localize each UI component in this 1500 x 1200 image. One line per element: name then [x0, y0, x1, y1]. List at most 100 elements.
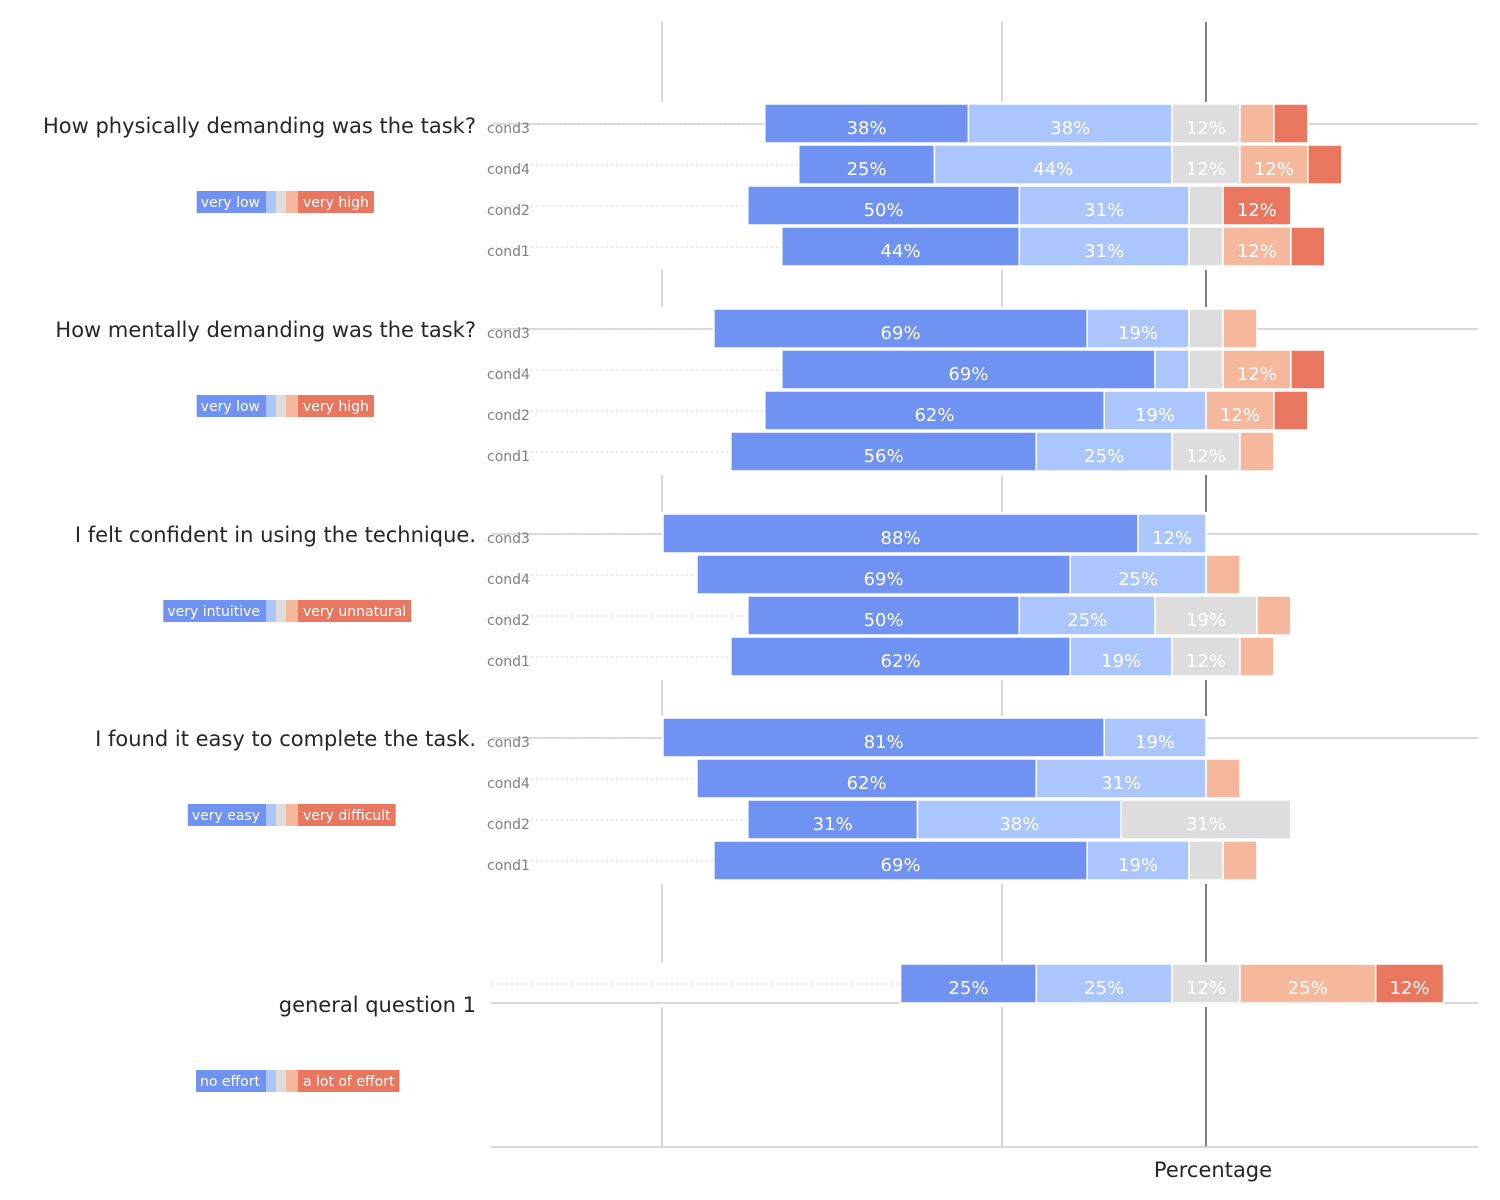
bar-segment [1086, 840, 1190, 881]
segment-label: 25% [1084, 446, 1124, 467]
legend-swatch [266, 600, 276, 622]
legend-swatch [276, 191, 286, 213]
segment-label: 25% [1288, 978, 1328, 999]
bar-segment [1222, 840, 1258, 881]
segment-label: 31% [1186, 814, 1226, 835]
x-axis-label: Percentage [1154, 1158, 1272, 1182]
bar-segment [933, 144, 1173, 185]
legend-high-label: very difficult [303, 808, 391, 824]
row-label: cond1 [487, 244, 530, 260]
segment-label: 69% [948, 364, 988, 385]
segment-label: 62% [881, 651, 921, 672]
bar-segment [1205, 390, 1275, 431]
segment-label: 69% [864, 569, 904, 590]
bar-segment [1239, 144, 1309, 185]
row-label: cond2 [487, 613, 530, 629]
legend-swatch [286, 600, 298, 622]
bar-segment [1239, 103, 1275, 144]
bar-segment [967, 103, 1173, 144]
text-layer: How physically demanding was the task? co… [43, 114, 1430, 1090]
bar-segment [798, 144, 936, 185]
legend-high-label: very high [303, 399, 369, 415]
legend-swatch [276, 1070, 286, 1092]
segment-label: 31% [1101, 773, 1141, 794]
segment-label: 12% [1186, 651, 1226, 672]
bar-segment [1035, 431, 1173, 472]
segment-label: 44% [881, 241, 921, 262]
row-label: cond1 [487, 858, 530, 874]
bar-segment [781, 226, 1021, 267]
segment-label: 38% [1050, 118, 1090, 139]
row-label: cond2 [487, 817, 530, 833]
row-label: cond4 [487, 367, 530, 383]
legend-high-swatch [298, 395, 374, 417]
bar-segment [1205, 554, 1241, 595]
row-label: cond3 [487, 326, 530, 342]
segment-label: 12% [1186, 118, 1226, 139]
legend-swatch [266, 395, 276, 417]
bar-segment [1290, 349, 1326, 390]
bar-segment [899, 963, 1038, 1004]
bar-segment [1035, 758, 1207, 799]
bar-segment [1222, 308, 1258, 349]
bars-layer [163, 103, 1445, 1092]
legend-high-swatch [298, 600, 412, 622]
bar-segment [1137, 513, 1207, 554]
bar-segment [764, 103, 970, 144]
bar-segment [1188, 349, 1224, 390]
bar-segment [1205, 758, 1241, 799]
row-label: cond1 [487, 449, 530, 465]
legend-swatch [276, 600, 286, 622]
bar-segment [662, 717, 1105, 758]
segment-label: 25% [1084, 978, 1124, 999]
segment-label: 56% [864, 446, 904, 467]
legend-low-swatch [163, 600, 266, 622]
bar-segment [747, 595, 1021, 636]
bar-segment [696, 758, 1038, 799]
segment-label: 44% [1033, 159, 1073, 180]
legend-swatch [286, 395, 298, 417]
segment-label: 25% [847, 159, 887, 180]
bar-segment [916, 799, 1122, 840]
bar-segment [1239, 636, 1275, 677]
legend-swatch [276, 804, 286, 826]
bar-segment [1171, 103, 1241, 144]
legend-low-label: very intuitive [167, 604, 260, 620]
bar-segment [1188, 185, 1224, 226]
bar-segment [1171, 636, 1241, 677]
row-label: cond3 [487, 121, 530, 137]
row-label: cond4 [487, 162, 530, 178]
question-title: I found it easy to complete the task. [95, 727, 476, 751]
segment-label: 81% [864, 732, 904, 753]
segment-label: 25% [1118, 569, 1158, 590]
bar-segment [1188, 840, 1224, 881]
bar-segment [764, 390, 1105, 431]
row-label: cond2 [487, 408, 530, 424]
bar-segment [713, 308, 1088, 349]
segment-label: 38% [847, 118, 887, 139]
question-title: How physically demanding was the task? [43, 114, 476, 138]
segment-label: 19% [1186, 610, 1226, 631]
bar-segment [713, 840, 1088, 881]
segment-label: 19% [1135, 405, 1175, 426]
segment-label: 12% [1237, 241, 1277, 262]
segment-label: 12% [1152, 528, 1192, 549]
bar-segment [662, 513, 1139, 554]
legend-swatch [266, 191, 276, 213]
legend-low-swatch [187, 804, 266, 826]
bar-segment [1188, 226, 1224, 267]
bar-segment [1188, 308, 1224, 349]
segment-label: 25% [1067, 610, 1107, 631]
bar-segment [1103, 717, 1207, 758]
segment-label: 12% [1237, 364, 1277, 385]
legend-low-swatch [196, 395, 266, 417]
legend-high-label: a lot of effort [303, 1074, 395, 1090]
segment-label: 31% [1084, 241, 1124, 262]
bar-segment [1154, 595, 1258, 636]
bar-segment [1273, 103, 1309, 144]
segment-label: 12% [1390, 978, 1430, 999]
segment-label: 31% [813, 814, 853, 835]
bar-segment [1120, 799, 1292, 840]
legend-swatch [286, 1070, 298, 1092]
